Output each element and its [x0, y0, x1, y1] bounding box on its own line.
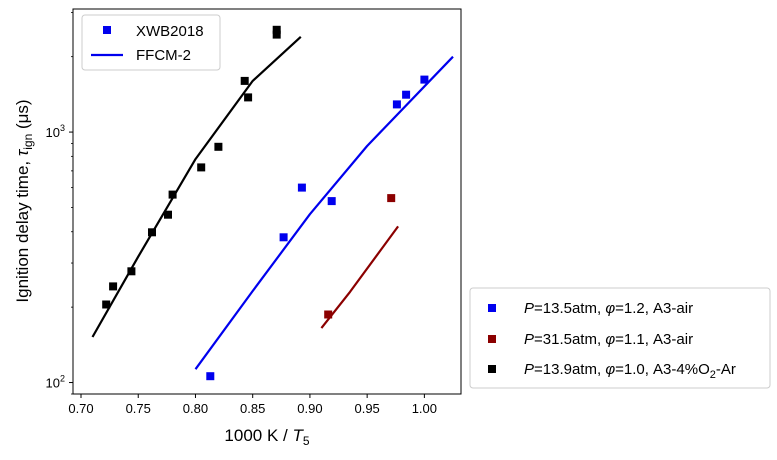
- legend-top: XWB2018 FFCM-2: [81, 14, 221, 71]
- data-point: [206, 372, 215, 381]
- data-point: [327, 197, 336, 206]
- data-point: [324, 310, 333, 319]
- axis-ticks: 0.70 0.75 0.80 0.85 0.90 0.95 1.00 102 103: [46, 12, 437, 416]
- y-axis-title-unit: (μs): [13, 99, 32, 133]
- data-point: [240, 76, 249, 85]
- model-line: [320, 225, 399, 329]
- x-axis-title-var: T: [292, 426, 304, 445]
- data-point: [164, 210, 172, 219]
- y-tick-label: 103: [46, 123, 65, 140]
- legend-top-marker-swatch: [103, 26, 111, 34]
- data-point: [402, 90, 411, 99]
- legend-bottom-label: P=13.9atm, φ=1.0, A3-4%O2-Ar: [524, 361, 736, 381]
- data-point: [168, 190, 177, 199]
- data-point: [297, 183, 306, 192]
- data-point: [197, 163, 206, 172]
- plot-content: [91, 25, 454, 381]
- x-tick-label: 1.00: [412, 401, 437, 416]
- x-axis-title: 1000 K / T5: [224, 426, 309, 448]
- y-axis-title: Ignition delay time, τign (μs): [13, 99, 35, 302]
- legend-top-label-0: XWB2018: [136, 23, 204, 40]
- x-tick-label: 0.75: [126, 401, 151, 416]
- legend-bottom-entries: P=13.5atm, φ=1.2, A3-air P=31.5atm, φ=1.1…: [488, 300, 736, 381]
- y-axis-title-main: Ignition delay time,: [13, 156, 32, 302]
- legend-bottom-swatch: [488, 304, 496, 312]
- data-point: [420, 75, 429, 84]
- legend-bottom-label: P=31.5atm, φ=1.1, A3-air: [524, 331, 693, 348]
- legend-bottom-swatch: [488, 365, 496, 373]
- data-point: [279, 233, 288, 242]
- model-line: [194, 55, 454, 370]
- axes-frame: [72, 8, 462, 395]
- data-point: [102, 300, 111, 309]
- x-tick-label: 0.80: [183, 401, 208, 416]
- y-axis-title-sub: ign: [21, 134, 35, 150]
- y-axis-title-var: τ: [13, 148, 32, 156]
- data-point: [272, 25, 281, 34]
- legend-bottom-label: P=13.5atm, φ=1.2, A3-air: [524, 300, 693, 317]
- data-point: [272, 30, 281, 39]
- x-tick-label: 0.85: [240, 401, 265, 416]
- data-point: [214, 142, 223, 151]
- model-line: [91, 35, 302, 338]
- x-tick-label: 0.95: [354, 401, 379, 416]
- data-point: [387, 194, 396, 203]
- x-tick-label: 0.90: [297, 401, 322, 416]
- legend-bottom: P=13.5atm, φ=1.2, A3-air P=31.5atm, φ=1.1…: [469, 287, 771, 389]
- data-point: [109, 282, 118, 291]
- x-tick-label: 0.70: [68, 401, 93, 416]
- x-axis-title-main: 1000 K /: [224, 426, 292, 445]
- data-point: [148, 228, 156, 237]
- legend-top-frame: [81, 14, 221, 71]
- x-axis-title-sub: 5: [303, 434, 310, 448]
- data-point: [127, 267, 136, 276]
- data-point: [392, 100, 401, 109]
- legend-bottom-frame: [469, 287, 771, 389]
- legend-top-label-1: FFCM-2: [136, 47, 191, 64]
- data-point: [244, 93, 253, 102]
- legend-bottom-swatch: [488, 335, 496, 343]
- y-tick-label: 102: [46, 374, 65, 391]
